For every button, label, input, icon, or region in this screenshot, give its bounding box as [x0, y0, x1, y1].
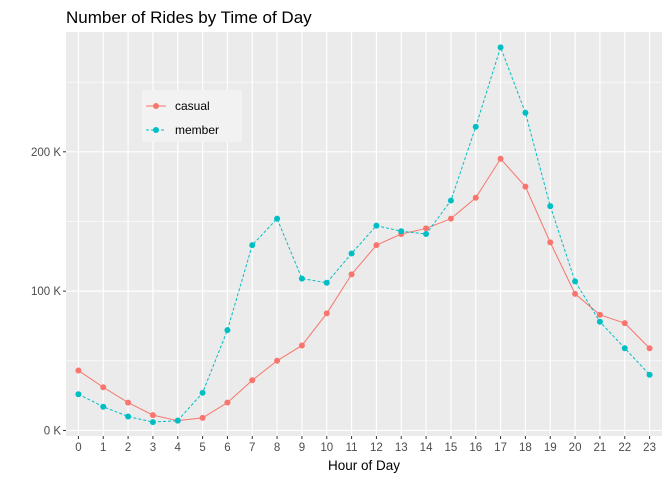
data-point-casual: [423, 225, 430, 232]
data-point-casual: [522, 183, 529, 190]
data-point-member: [547, 203, 554, 210]
data-point-casual: [249, 377, 256, 384]
data-point-casual: [472, 194, 479, 201]
data-point-casual: [224, 399, 231, 406]
data-point-member: [199, 389, 206, 396]
x-tick-label: 23: [643, 442, 656, 454]
y-tick-label: 0 K: [44, 425, 62, 437]
x-tick-label: 18: [519, 442, 532, 454]
x-tick-label: 1: [100, 442, 106, 454]
data-point-casual: [547, 239, 554, 246]
x-tick-label: 10: [320, 442, 333, 454]
series-line-member: [78, 45, 650, 423]
data-point-member: [174, 417, 181, 424]
x-tick-label: 15: [445, 442, 458, 454]
x-tick-label: 7: [249, 442, 255, 454]
data-point-casual: [447, 215, 454, 222]
data-point-member: [398, 228, 405, 235]
data-point-member: [423, 231, 430, 237]
x-tick-label: 6: [224, 442, 230, 454]
data-point-casual: [348, 271, 355, 278]
x-tick-label: 3: [150, 442, 156, 454]
data-point-casual: [274, 357, 281, 364]
data-point-casual: [75, 367, 82, 374]
data-point-member: [274, 215, 281, 222]
x-tick-label: 14: [420, 442, 433, 454]
data-point-casual: [149, 412, 156, 419]
data-point-member: [75, 391, 82, 398]
data-point-casual: [199, 414, 206, 421]
grid-lines: [66, 32, 662, 436]
data-point-member: [323, 279, 330, 286]
x-axis-title: Hour of Day: [328, 458, 400, 473]
data-point-member: [522, 109, 529, 116]
x-tick-label: 22: [618, 442, 631, 454]
data-point-member: [621, 345, 628, 352]
legend-key-point-casual: [153, 103, 159, 109]
y-tick-label: 100 K: [31, 286, 61, 298]
legend-label-member: member: [175, 123, 219, 137]
x-tick-label: 8: [274, 442, 280, 454]
data-point-member: [149, 419, 156, 426]
data-point-member: [572, 278, 579, 285]
data-point-casual: [572, 290, 579, 297]
x-tick-label: 17: [494, 442, 507, 454]
data-point-member: [646, 371, 653, 378]
x-tick-label: 5: [199, 442, 205, 454]
data-point-member: [497, 44, 504, 51]
legend-label-casual: casual: [175, 99, 210, 113]
legend: casual member: [142, 90, 242, 142]
data-point-member: [100, 403, 107, 410]
data-point-casual: [621, 320, 628, 327]
legend-key-point-member: [153, 127, 159, 133]
series-layer: [75, 44, 653, 426]
legend-background: [142, 90, 242, 142]
data-point-member: [125, 413, 132, 420]
data-point-casual: [646, 345, 653, 352]
x-tick-label: 20: [569, 442, 582, 454]
x-tick-label: 11: [346, 442, 358, 454]
data-point-casual: [596, 311, 603, 318]
data-point-casual: [100, 384, 107, 391]
x-tick-label: 2: [125, 442, 131, 454]
data-point-casual: [497, 155, 504, 162]
data-point-member: [348, 250, 355, 257]
data-point-member: [249, 242, 256, 249]
chart-title: Number of Rides by Time of Day: [66, 8, 312, 27]
x-tick-label: 16: [469, 442, 482, 454]
x-tick-label: 21: [594, 442, 607, 454]
y-tick-label: 200 K: [31, 147, 61, 159]
series-line-casual: [78, 157, 650, 422]
x-tick-label: 4: [175, 442, 182, 454]
x-tick-label: 19: [544, 442, 557, 454]
x-tick-label: 9: [299, 442, 305, 454]
data-point-member: [224, 327, 231, 334]
data-point-member: [472, 123, 479, 130]
data-point-member: [596, 318, 603, 325]
data-point-casual: [125, 399, 132, 406]
x-tick-label: 12: [370, 442, 383, 454]
data-point-casual: [323, 310, 330, 317]
data-point-casual: [373, 242, 380, 249]
x-tick-label: 0: [75, 442, 81, 454]
data-point-member: [373, 222, 380, 229]
data-point-member: [298, 275, 305, 282]
x-tick-label: 13: [395, 442, 408, 454]
data-point-member: [447, 197, 454, 204]
data-point-casual: [298, 342, 305, 349]
